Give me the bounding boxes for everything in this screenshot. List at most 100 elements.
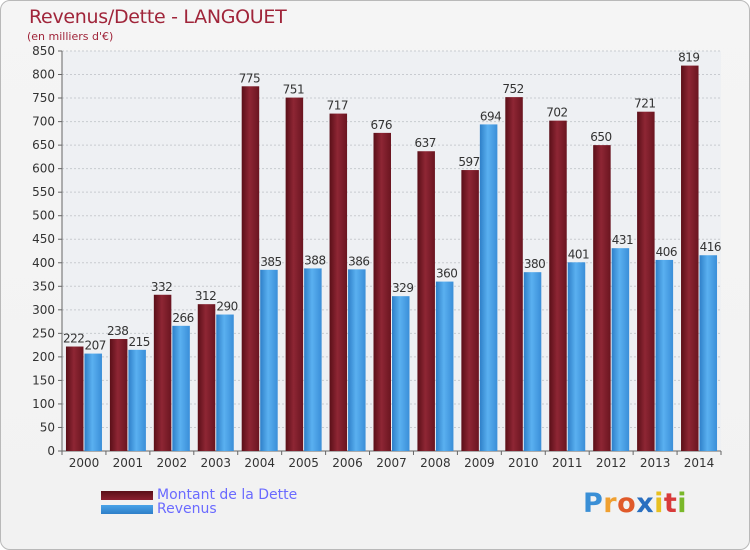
bar-revenus (479, 124, 498, 451)
y-tick-label: 400 (32, 256, 55, 270)
data-label-revenus: 388 (304, 253, 325, 267)
x-tick-label: 2011 (552, 456, 583, 470)
data-label-revenus: 406 (656, 245, 677, 259)
y-tick-label: 500 (32, 209, 55, 223)
data-label-revenus: 385 (260, 255, 281, 269)
legend-swatch-dette (101, 490, 153, 500)
bar-revenus (348, 269, 366, 451)
bar-dette (549, 120, 567, 451)
data-label-revenus: 329 (392, 281, 413, 295)
x-tick-label: 2009 (464, 456, 495, 470)
data-label-revenus: 694 (480, 109, 501, 123)
legend-item-dette: Montant de la Dette (101, 487, 297, 503)
bar-dette (505, 97, 523, 451)
logo-letter: t (663, 488, 678, 519)
data-label-dette: 717 (327, 99, 348, 113)
bar-dette (417, 151, 435, 451)
data-label-dette: 702 (546, 106, 567, 120)
bar-revenus (567, 262, 586, 451)
data-label-dette: 819 (678, 51, 699, 65)
data-label-revenus: 401 (568, 247, 589, 261)
x-tick-label: 2001 (113, 456, 144, 470)
bar-revenus (260, 269, 278, 451)
data-label-dette: 775 (239, 71, 260, 85)
logo-letter: i (677, 488, 688, 519)
data-label-dette: 222 (63, 332, 84, 346)
y-tick-label: 50 (40, 420, 55, 434)
bar-revenus (392, 296, 410, 451)
y-tick-label: 550 (32, 185, 55, 199)
y-tick-label: 750 (32, 91, 55, 105)
x-tick-label: 2012 (596, 456, 627, 470)
bar-dette (285, 97, 304, 452)
chart-subtitle: (en milliers d'€) (27, 30, 114, 43)
bar-revenus (435, 281, 454, 451)
y-tick-label: 350 (32, 279, 55, 293)
legend-item-revenus: Revenus (101, 501, 217, 517)
bar-dette (197, 304, 216, 451)
bar-revenus (172, 325, 190, 451)
bar-dette (153, 294, 172, 451)
bar-dette (681, 65, 699, 452)
x-tick-label: 2002 (157, 456, 188, 470)
y-tick-label: 150 (32, 373, 55, 387)
data-label-dette: 312 (195, 289, 216, 303)
bar-dette (329, 113, 348, 452)
logo-letter: P (583, 488, 604, 519)
y-tick-label: 650 (32, 138, 55, 152)
data-label-revenus: 215 (128, 335, 149, 349)
data-label-revenus: 290 (216, 300, 237, 314)
data-label-revenus: 266 (172, 311, 193, 325)
plot-area (62, 51, 721, 451)
data-label-revenus: 416 (700, 240, 721, 254)
x-tick-label: 2013 (640, 456, 671, 470)
y-tick-label: 100 (32, 397, 55, 411)
bar-dette (373, 132, 391, 451)
bar-dette (461, 170, 479, 451)
bar-dette (637, 111, 655, 452)
data-label-dette: 676 (371, 118, 392, 132)
bar-revenus (128, 349, 146, 451)
y-tick-label: 450 (32, 232, 55, 246)
bar-revenus (84, 353, 102, 451)
bar-dette (241, 86, 260, 451)
bar-revenus (611, 248, 630, 451)
data-label-revenus: 207 (85, 339, 106, 353)
data-label-revenus: 386 (348, 254, 369, 268)
x-tick-label: 2007 (376, 456, 407, 470)
logo-letter: r (603, 488, 618, 519)
legend-label-dette: Montant de la Dette (157, 487, 298, 503)
y-tick-label: 0 (47, 444, 55, 458)
data-label-revenus: 431 (612, 233, 633, 247)
data-label-dette: 752 (502, 82, 523, 96)
data-label-dette: 238 (107, 324, 128, 338)
bar-dette (109, 339, 128, 451)
proxiti-logo: Proxiti (583, 488, 687, 519)
x-tick-label: 2005 (288, 456, 319, 470)
data-label-dette: 597 (458, 155, 479, 169)
bar-dette (65, 346, 84, 451)
bar-revenus (304, 268, 322, 451)
data-label-dette: 650 (590, 130, 611, 144)
x-tick-label: 2008 (420, 456, 451, 470)
bar-revenus (216, 314, 234, 451)
y-tick-label: 200 (32, 350, 55, 364)
x-tick-label: 2000 (69, 456, 100, 470)
data-label-dette: 721 (634, 97, 655, 111)
x-tick-label: 2014 (684, 456, 715, 470)
y-tick-label: 700 (32, 115, 55, 129)
data-label-dette: 637 (414, 136, 435, 150)
bar-revenus (655, 259, 674, 451)
y-tick-label: 250 (32, 326, 55, 340)
x-tick-label: 2003 (200, 456, 231, 470)
y-tick-label: 850 (32, 44, 55, 58)
bar-dette (593, 145, 611, 451)
y-tick-label: 800 (32, 68, 55, 82)
legend-swatch-revenus (101, 504, 153, 514)
chart-title: Revenus/Dette - LANGOUET (29, 6, 287, 28)
data-label-dette: 332 (151, 280, 172, 294)
data-label-revenus: 380 (524, 257, 545, 271)
data-label-revenus: 360 (436, 267, 457, 281)
